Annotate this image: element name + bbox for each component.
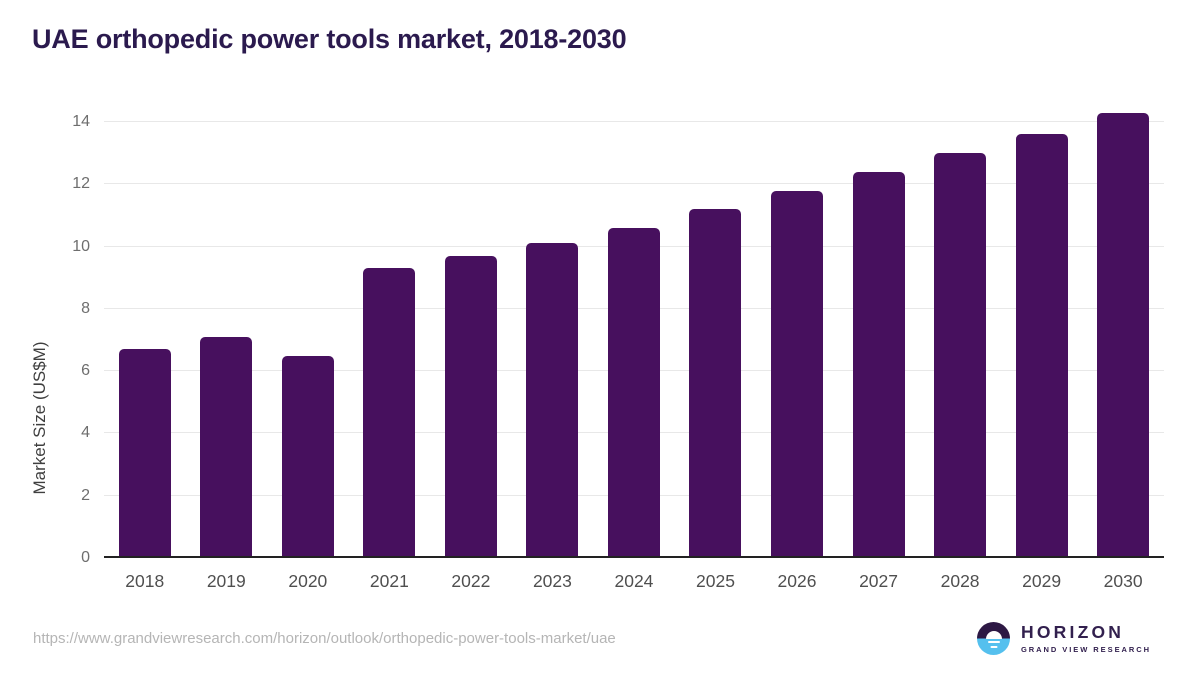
y-tick-0: 0 [81, 549, 90, 566]
y-tick-4: 4 [81, 424, 90, 442]
x-tick-2024: 2024 [614, 571, 654, 591]
bar-slot-2029 [1001, 100, 1083, 558]
bar-slot-2026 [756, 100, 838, 558]
bar-slot-2022 [430, 100, 512, 558]
bar-series [104, 100, 1164, 558]
x-tick-2021: 2021 [369, 571, 409, 591]
x-tick-2027: 2027 [859, 571, 899, 591]
sun-icon [985, 630, 1002, 639]
bar-slot-2024 [593, 100, 675, 558]
chart-title: UAE orthopedic power tools market, 2018-… [32, 24, 627, 54]
horizon-logo: HORIZON GRAND VIEW RESEARCH [977, 622, 1151, 655]
y-tick-2: 2 [81, 486, 90, 504]
bar-2025 [689, 209, 742, 558]
x-axis-line [104, 556, 1164, 558]
bar-slot-2019 [186, 100, 268, 558]
bar-slot-2030 [1082, 100, 1164, 558]
x-tick-2029: 2029 [1022, 571, 1062, 591]
bar-slot-2021 [349, 100, 431, 558]
water-ripple-icon [990, 645, 998, 648]
y-tick-10: 10 [72, 237, 90, 255]
logo-text: HORIZON GRAND VIEW RESEARCH [1021, 622, 1151, 654]
bar-2022 [444, 255, 497, 558]
x-tick-2025: 2025 [696, 571, 735, 591]
bar-2019 [200, 336, 253, 558]
x-tick-2026: 2026 [777, 571, 817, 591]
x-tick-labels: 2018 2019 2020 2021 2022 2023 2024 2025 2026 2027… [104, 571, 1164, 592]
x-tick-2023: 2023 [532, 571, 572, 591]
bar-2021 [363, 268, 416, 558]
x-tick-2028: 2028 [940, 571, 980, 591]
x-tick-2030: 2030 [1103, 571, 1143, 591]
x-tick-2022: 2022 [451, 571, 491, 591]
bar-slot-2028 [919, 100, 1001, 558]
x-tick-2020: 2020 [288, 571, 328, 591]
bar-2026 [771, 190, 824, 558]
x-tick-2019: 2019 [206, 571, 246, 591]
bar-2023 [526, 243, 579, 558]
y-tick-8: 8 [81, 299, 90, 317]
y-axis-title: Market Size (US$M) [30, 341, 49, 495]
gridline-14 [104, 121, 1164, 122]
horizon-logo-icon [977, 622, 1011, 655]
logo-brand-name: HORIZON [1021, 622, 1125, 643]
y-tick-14: 14 [72, 113, 90, 130]
source-url: https://www.grandviewresearch.com/horizo… [33, 630, 616, 647]
water-ripple-icon [987, 641, 1000, 644]
gridline-12 [104, 183, 1164, 185]
y-tick-6: 6 [81, 362, 90, 380]
bar-2030 [1097, 112, 1150, 558]
plot-area: Market Size (US$M) 0 2 4 6 8 10 12 14 2018 2019 2… [30, 100, 1164, 591]
bar-2024 [607, 227, 660, 558]
bar-slot-2023 [512, 100, 594, 558]
bar-2018 [118, 349, 171, 558]
bar-2028 [934, 153, 987, 558]
bar-2029 [1015, 134, 1068, 558]
bar-2027 [852, 171, 905, 558]
bar-slot-2020 [267, 100, 349, 558]
bar-slot-2018 [104, 100, 186, 558]
x-tick-2018: 2018 [125, 571, 165, 591]
bar-slot-2025 [675, 100, 757, 558]
bar-2020 [281, 355, 334, 558]
y-tick-12: 12 [72, 175, 90, 193]
bar-slot-2027 [838, 100, 920, 558]
logo-sub-brand: GRAND VIEW RESEARCH [1021, 644, 1151, 654]
